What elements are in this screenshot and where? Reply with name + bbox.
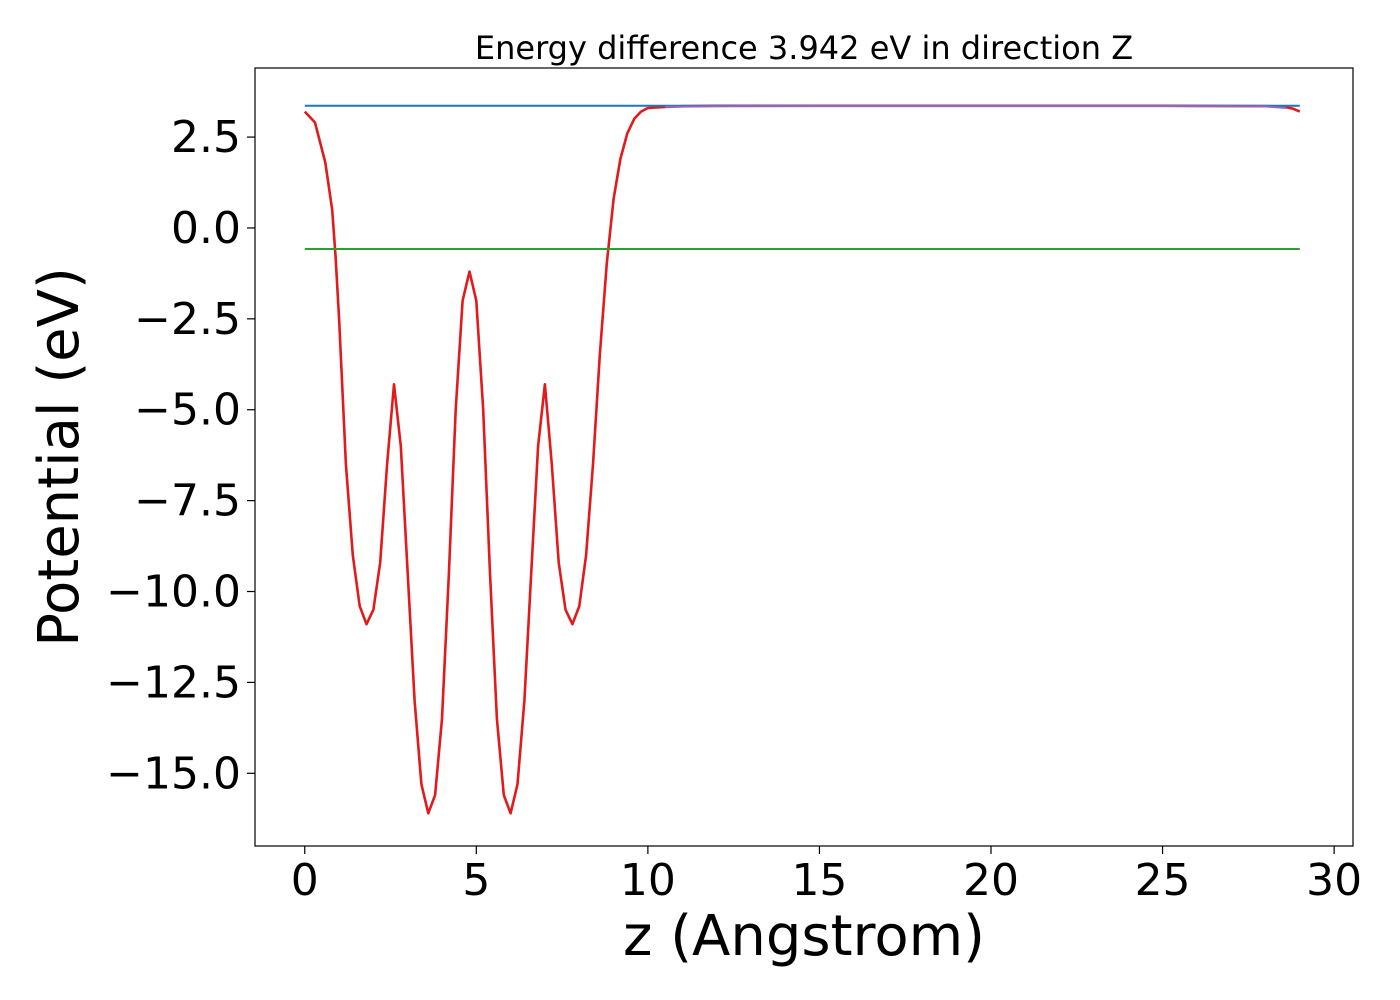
x-tick-label: 0 — [291, 855, 319, 906]
x-tick-label: 5 — [462, 855, 490, 906]
x-axis: 0 5 10 15 20 25 30 — [291, 846, 1362, 906]
x-axis-label: z (Angstrom) — [623, 904, 985, 969]
plot-frame — [254, 67, 1354, 847]
x-tick-label: 10 — [620, 855, 676, 906]
y-tick-label: 0.0 — [171, 203, 241, 254]
y-axis: 2.5 0.0 −2.5 −5.0 −7.5 −10.0 −12.5 −15.0 — [106, 112, 255, 799]
x-tick-label: 30 — [1306, 855, 1362, 906]
y-tick-label: −15.0 — [106, 748, 241, 799]
y-tick-label: −5.0 — [134, 385, 241, 436]
y-axis-label: Potential (eV) — [27, 267, 92, 647]
y-tick-label: −12.5 — [106, 657, 241, 708]
x-tick-label: 25 — [1135, 855, 1191, 906]
series-layer — [303, 104, 1301, 815]
y-tick-label: −10.0 — [106, 567, 241, 618]
x-tick-label: 15 — [791, 855, 847, 906]
x-tick-label: 20 — [963, 855, 1019, 906]
series-line-potential — [303, 104, 1301, 815]
y-tick-label: −2.5 — [134, 294, 241, 345]
y-tick-label: −7.5 — [134, 476, 241, 527]
series-line-macro-average — [664, 105, 1287, 109]
chart-title: Energy difference 3.942 eV in direction … — [475, 29, 1133, 67]
y-tick-label: 2.5 — [171, 112, 241, 163]
